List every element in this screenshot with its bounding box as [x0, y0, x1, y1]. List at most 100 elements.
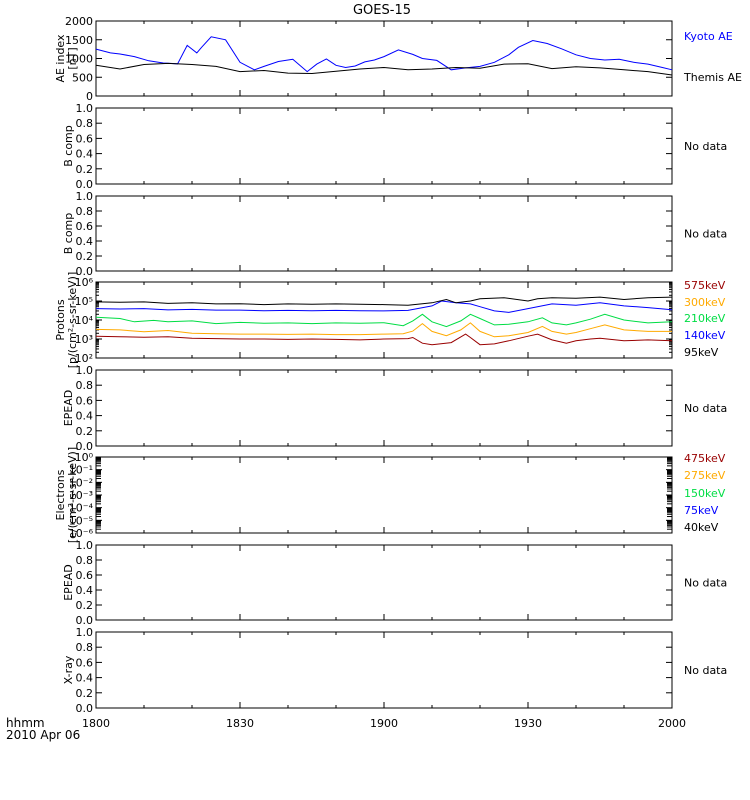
y-tick-label: 500 — [72, 71, 93, 84]
y-tick-label: 10⁻² — [69, 476, 93, 489]
time-tick-label: 1800 — [82, 717, 110, 730]
y-tick-label: 1500 — [65, 34, 93, 47]
y-tick-label: 1.0 — [76, 102, 94, 115]
y-tick-label: 1.0 — [76, 626, 94, 639]
y-tick-label: 2000 — [65, 15, 93, 28]
legend-210kev: 210keV — [684, 312, 726, 325]
legend-95kev: 95keV — [684, 346, 719, 359]
y-tick-label: 0.0 — [76, 265, 94, 278]
y-tick-label: 10⁵ — [75, 295, 93, 308]
y-tick-label: 0.2 — [76, 250, 94, 263]
y-tick-label: 10⁶ — [75, 276, 94, 289]
panel-bcomp2-frame — [95, 195, 673, 272]
panel-bcomp1: 0.0 0.2 0.4 0.6 0.8 1.0B comp No data — [62, 102, 727, 191]
series-kyoto-ae — [95, 36, 673, 73]
y-tick-label: 0.2 — [76, 425, 94, 438]
panel-bcomp2: 0.0 0.2 0.4 0.6 0.8 1.0B comp No data — [62, 190, 727, 278]
ae-y-label: AE index — [54, 34, 67, 83]
series-proton-575kev — [95, 333, 673, 346]
protons-y-label: [p/(cm²-s-sr-keV)] — [66, 272, 79, 369]
bcomp2-y-label: B comp — [62, 213, 75, 255]
y-tick-label: 0.4 — [76, 235, 94, 248]
y-tick-label: 0.4 — [76, 584, 94, 597]
y-tick-label: 0.2 — [76, 599, 94, 612]
y-tick-label: 0.6 — [76, 220, 94, 233]
y-tick-label: 0.0 — [76, 614, 94, 627]
y-tick-label: 1000 — [65, 53, 93, 66]
y-tick-label: 1.0 — [76, 364, 94, 377]
panel-xray: 0.0 0.2 0.4 0.6 0.8 1.0 X-ray No data — [62, 626, 727, 715]
legend-140kev: 140keV — [684, 329, 726, 342]
electrons-y-label: [e/(cm²-s-sr-keV)] — [66, 447, 79, 543]
bcomp1-y-label: B comp — [62, 125, 75, 167]
y-tick-label: 10⁴ — [75, 314, 94, 327]
legend-475kev: 475keV — [684, 452, 726, 465]
time-tick-label: 2000 — [658, 717, 686, 730]
panel-epead1-frame — [95, 369, 673, 447]
panel-xray-frame — [95, 631, 673, 709]
legend-300kev: 300keV — [684, 296, 726, 309]
y-tick-label: 0.8 — [76, 641, 94, 654]
y-tick-label: 10⁻¹ — [69, 464, 93, 477]
y-tick-label: 0.2 — [76, 687, 94, 700]
y-tick-label: 1.0 — [76, 190, 94, 203]
electrons-y-label: Electrons — [54, 469, 67, 520]
y-tick-label: 1.0 — [76, 539, 94, 552]
y-tick-label: 0 — [86, 90, 93, 103]
y-tick-label: 10⁰ — [75, 451, 94, 464]
y-tick-label: 0.0 — [76, 440, 94, 453]
series-proton-95kev — [95, 296, 673, 306]
y-tick-label: 0.0 — [76, 702, 94, 715]
panel-ae-frame — [95, 20, 673, 97]
bcomp1-no-data: No data — [684, 140, 727, 153]
y-tick-label: 0.6 — [76, 569, 94, 582]
panels: 0 500 1000 1500 2000 AE index [nT] Kyoto AE Them… — [54, 15, 742, 730]
panel-bcomp1-frame — [95, 107, 673, 185]
legend-kyoto-ae: Kyoto AE — [684, 30, 733, 43]
y-tick-label: 10⁻⁵ — [69, 514, 93, 527]
legend-themis-ae: Themis AE — [683, 71, 742, 84]
legend-575kev: 575keV — [684, 279, 726, 292]
panel-electrons-frame — [95, 456, 673, 534]
y-tick-label: 0.8 — [76, 554, 94, 567]
y-tick-label: 0.6 — [76, 394, 94, 407]
time-unit-label: hhmm — [6, 716, 45, 730]
series-proton-300kev — [95, 322, 672, 338]
y-tick-label: 0.4 — [76, 672, 94, 685]
y-tick-label: 10² — [75, 352, 93, 365]
y-tick-label: 0.8 — [76, 117, 94, 130]
protons-y-label: Protons — [54, 299, 67, 340]
bcomp2-no-data: No data — [684, 228, 727, 241]
y-tick-label: 0.8 — [76, 205, 94, 218]
xray-no-data: No data — [684, 664, 727, 677]
panel-epead2-frame — [95, 544, 673, 621]
y-tick-label: 0.0 — [76, 178, 94, 191]
xray-y-label: X-ray — [62, 655, 75, 684]
y-tick-label: 0.8 — [76, 379, 94, 392]
legend-150kev: 150keV — [684, 487, 726, 500]
time-tick-label: 1930 — [514, 717, 542, 730]
y-tick-label: 0.6 — [76, 656, 94, 669]
epead1-y-label: EPEAD — [62, 390, 75, 427]
ae-y-label: [nT] — [66, 47, 79, 69]
epead2-y-label: EPEAD — [62, 564, 75, 601]
legend-275kev: 275keV — [684, 469, 726, 482]
legend-75kev: 75keV — [684, 504, 719, 517]
panel-protons: 10² 10³ 10⁴ 10⁵ 10⁶ Protons [p/(cm²-s-sr-keV)]… — [54, 272, 726, 369]
panel-ae-index: 0 500 1000 1500 2000 AE index [nT] Kyoto AE Them… — [54, 15, 742, 103]
series-proton-140kev — [95, 300, 673, 313]
epead2-no-data: No data — [684, 577, 727, 590]
legend-40kev: 40keV — [684, 521, 719, 534]
time-tick-label: 1830 — [226, 717, 254, 730]
y-tick-label: 0.6 — [76, 132, 94, 145]
y-tick-label: 10³ — [75, 333, 93, 346]
time-tick-label: 1900 — [370, 717, 398, 730]
epead1-no-data: No data — [684, 402, 727, 415]
y-tick-label: 10⁻⁴ — [69, 502, 94, 515]
series-themis-ae — [95, 62, 673, 76]
date-label: 2010 Apr 06 — [6, 728, 80, 742]
y-tick-label: 0.2 — [76, 163, 94, 176]
